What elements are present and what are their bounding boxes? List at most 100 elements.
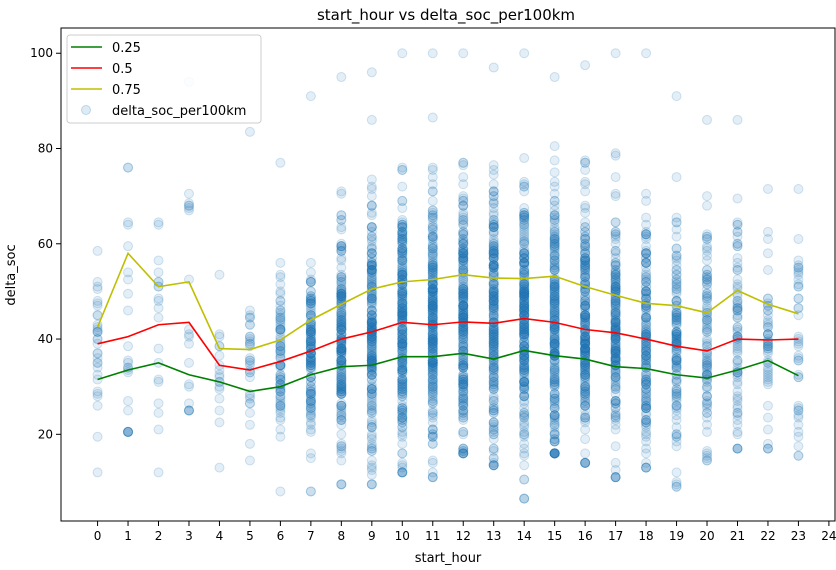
scatter-point [397, 457, 408, 468]
scatter-point [305, 360, 316, 371]
scatter-point [641, 48, 652, 59]
scatter-point [397, 334, 408, 345]
scatter-point [244, 355, 255, 366]
scatter-point [488, 214, 499, 225]
scatter-point [641, 231, 652, 242]
scatter-point [488, 295, 499, 306]
scatter-point [305, 329, 316, 340]
scatter-point [214, 393, 225, 404]
scatter-point [397, 329, 408, 340]
scatter-point [305, 326, 316, 337]
scatter-point [366, 441, 377, 452]
scatter-point [183, 331, 194, 342]
scatter-point [458, 307, 469, 318]
scatter-point [336, 319, 347, 330]
scatter-point [397, 269, 408, 280]
scatter-point [366, 336, 377, 347]
scatter-point [671, 329, 682, 340]
scatter-point [366, 317, 377, 328]
scatter-point [427, 310, 438, 321]
scatter-point [336, 388, 347, 399]
scatter-point [458, 284, 469, 295]
scatter-point [458, 362, 469, 373]
scatter-point [305, 324, 316, 335]
scatter-point [275, 424, 286, 435]
scatter-point [366, 369, 377, 380]
scatter-point [336, 319, 347, 330]
x-axis: 0 1 2 3 4 5 6 7 8 9 10 11 12 13 14 15 16 17 18 19 20 21 22 23 24 [94, 521, 836, 543]
scatter-point [458, 260, 469, 271]
scatter-point [244, 305, 255, 316]
scatter-point [336, 345, 347, 356]
scatter-point [458, 234, 469, 245]
scatter-point [336, 341, 347, 352]
scatter-point [275, 319, 286, 330]
scatter-point [458, 400, 469, 411]
scatter-point [397, 245, 408, 256]
scatter-point [305, 295, 316, 306]
scatter-point [305, 324, 316, 335]
scatter-point [397, 341, 408, 352]
scatter-point [397, 365, 408, 376]
scatter-point [275, 324, 286, 335]
scatter-point [458, 300, 469, 311]
scatter-point [305, 274, 316, 285]
scatter-point [397, 303, 408, 314]
scatter-point [153, 398, 164, 409]
scatter-point [275, 362, 286, 373]
scatter-point [397, 243, 408, 254]
scatter-point [397, 219, 408, 230]
scatter-point [458, 286, 469, 297]
scatter-point [397, 307, 408, 318]
scatter-point [671, 310, 682, 321]
scatter-point [397, 362, 408, 373]
scatter-point [458, 376, 469, 387]
scatter-point [366, 236, 377, 247]
scatter-point [397, 229, 408, 240]
scatter-point [92, 284, 103, 295]
scatter-point [427, 357, 438, 368]
scatter-point [336, 284, 347, 295]
scatter-point [458, 160, 469, 171]
scatter-point [397, 243, 408, 254]
x-tick-label: 9 [368, 529, 376, 543]
scatter-point [244, 372, 255, 383]
scatter-point [458, 445, 469, 456]
scatter-point [458, 410, 469, 421]
scatter-point [458, 207, 469, 218]
scatter-point [458, 243, 469, 254]
scatter-point [366, 260, 377, 271]
scatter-point [305, 355, 316, 366]
scatter-point [336, 291, 347, 302]
scatter-point [427, 260, 438, 271]
scatter-point [123, 426, 134, 437]
scatter-point [488, 343, 499, 354]
scatter-point [641, 276, 652, 287]
scatter-point [336, 255, 347, 266]
scatter-point [336, 350, 347, 361]
scatter-point [549, 155, 560, 166]
scatter-point [92, 295, 103, 306]
scatter-point [336, 238, 347, 249]
scatter-point [366, 310, 377, 321]
scatter-point [275, 312, 286, 323]
scatter-point [244, 331, 255, 342]
scatter-point [427, 222, 438, 233]
scatter-point [580, 291, 591, 302]
x-tick-label: 23 [791, 529, 806, 543]
scatter-point [183, 379, 194, 390]
scatter-point [397, 403, 408, 414]
scatter-point [336, 241, 347, 252]
scatter-point [397, 248, 408, 259]
x-tick-label: 15 [547, 529, 562, 543]
scatter-point [397, 336, 408, 347]
scatter-point [397, 326, 408, 337]
scatter-point [427, 388, 438, 399]
scatter-point [427, 224, 438, 235]
scatter-point [336, 245, 347, 256]
scatter-point [458, 293, 469, 304]
scatter-point [336, 355, 347, 366]
scatter-point [397, 295, 408, 306]
scatter-point [336, 293, 347, 304]
scatter-point [366, 438, 377, 449]
